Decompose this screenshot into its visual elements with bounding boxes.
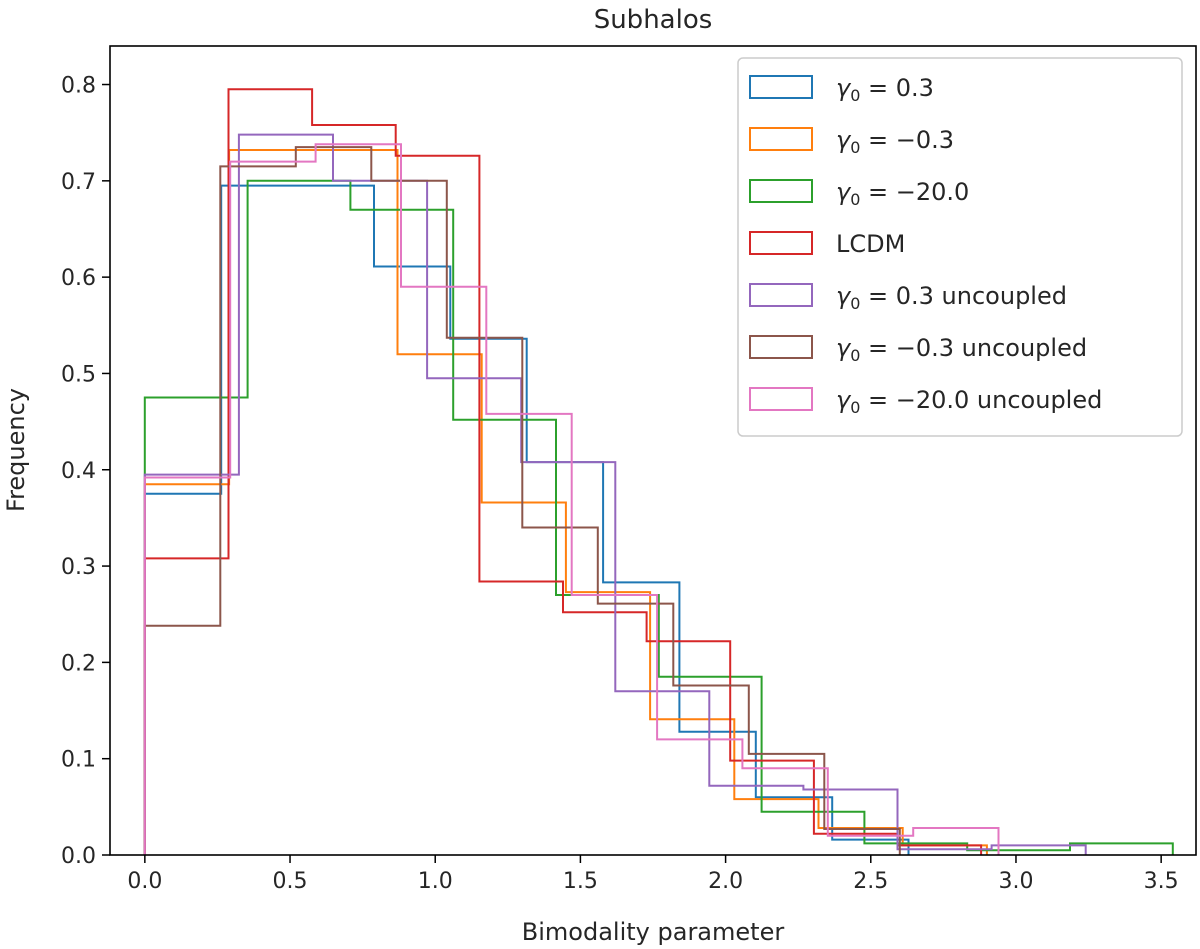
x-tick-label: 3.0 bbox=[998, 869, 1033, 894]
legend-label: γ0 = 0.3 bbox=[836, 74, 934, 105]
y-axis: 0.0 0.1 0.2 0.3 0.4 0.5 0.6 0.7 0.8 bbox=[61, 74, 110, 869]
y-tick-label: 0.8 bbox=[61, 74, 96, 99]
plot-frame bbox=[109, 45, 1197, 856]
legend: γ0 = 0.3 γ0 = −0.3 γ0 = −20.0 LCDM γ0 = 0.3 … bbox=[737, 57, 1183, 437]
legend-swatch bbox=[749, 283, 813, 307]
x-tick-label: 3.5 bbox=[1144, 869, 1179, 894]
y-tick-label: 0.5 bbox=[61, 362, 96, 387]
y-tick-label: 0.3 bbox=[61, 555, 96, 580]
x-tick-label: 2.0 bbox=[708, 869, 743, 894]
y-axis-label: Frequency bbox=[2, 388, 30, 512]
legend-swatch bbox=[749, 127, 813, 151]
legend-entries: γ0 = 0.3 γ0 = −0.3 γ0 = −20.0 LCDM γ0 = 0.3 … bbox=[749, 74, 1102, 417]
y-tick-label: 0.1 bbox=[61, 748, 96, 773]
legend-swatch bbox=[749, 231, 813, 255]
legend-swatch bbox=[749, 335, 813, 359]
series-step-6 bbox=[143, 146, 901, 855]
legend-swatch bbox=[749, 75, 813, 99]
x-tick-label: 0.0 bbox=[127, 869, 162, 894]
legend-label: LCDM bbox=[836, 230, 905, 258]
legend-label: γ0 = −0.3 uncoupled bbox=[836, 334, 1087, 365]
x-tick-label: 2.5 bbox=[853, 869, 888, 894]
series-step-5 bbox=[143, 133, 1087, 855]
y-tick-label: 0.0 bbox=[61, 844, 96, 869]
legend-label: γ0 = −0.3 bbox=[836, 126, 954, 157]
series-step-7 bbox=[143, 143, 1000, 855]
legend-label: γ0 = 0.3 uncoupled bbox=[836, 282, 1067, 313]
x-tick-label: 1.0 bbox=[418, 869, 453, 894]
legend-swatch bbox=[749, 387, 813, 411]
y-tick-label: 0.7 bbox=[61, 170, 96, 195]
x-tick-label: 1.5 bbox=[563, 869, 598, 894]
series-layer bbox=[143, 88, 1174, 855]
legend-frame bbox=[737, 57, 1183, 437]
series-step-4 bbox=[143, 88, 983, 855]
chart-title: Subhalos bbox=[594, 5, 713, 35]
x-tick-label: 0.5 bbox=[273, 869, 308, 894]
y-tick-label: 0.4 bbox=[61, 459, 96, 484]
legend-swatch bbox=[749, 179, 813, 203]
x-axis: 0.0 0.5 1.0 1.5 2.0 2.5 3.0 3.5 bbox=[127, 855, 1179, 894]
legend-label: γ0 = −20.0 bbox=[836, 178, 969, 209]
x-axis-label: Bimodality parameter bbox=[522, 918, 785, 946]
legend-label: γ0 = −20.0 uncoupled bbox=[836, 386, 1102, 417]
y-tick-label: 0.6 bbox=[61, 266, 96, 291]
series-step-3 bbox=[143, 179, 1174, 855]
y-tick-label: 0.2 bbox=[61, 651, 96, 676]
